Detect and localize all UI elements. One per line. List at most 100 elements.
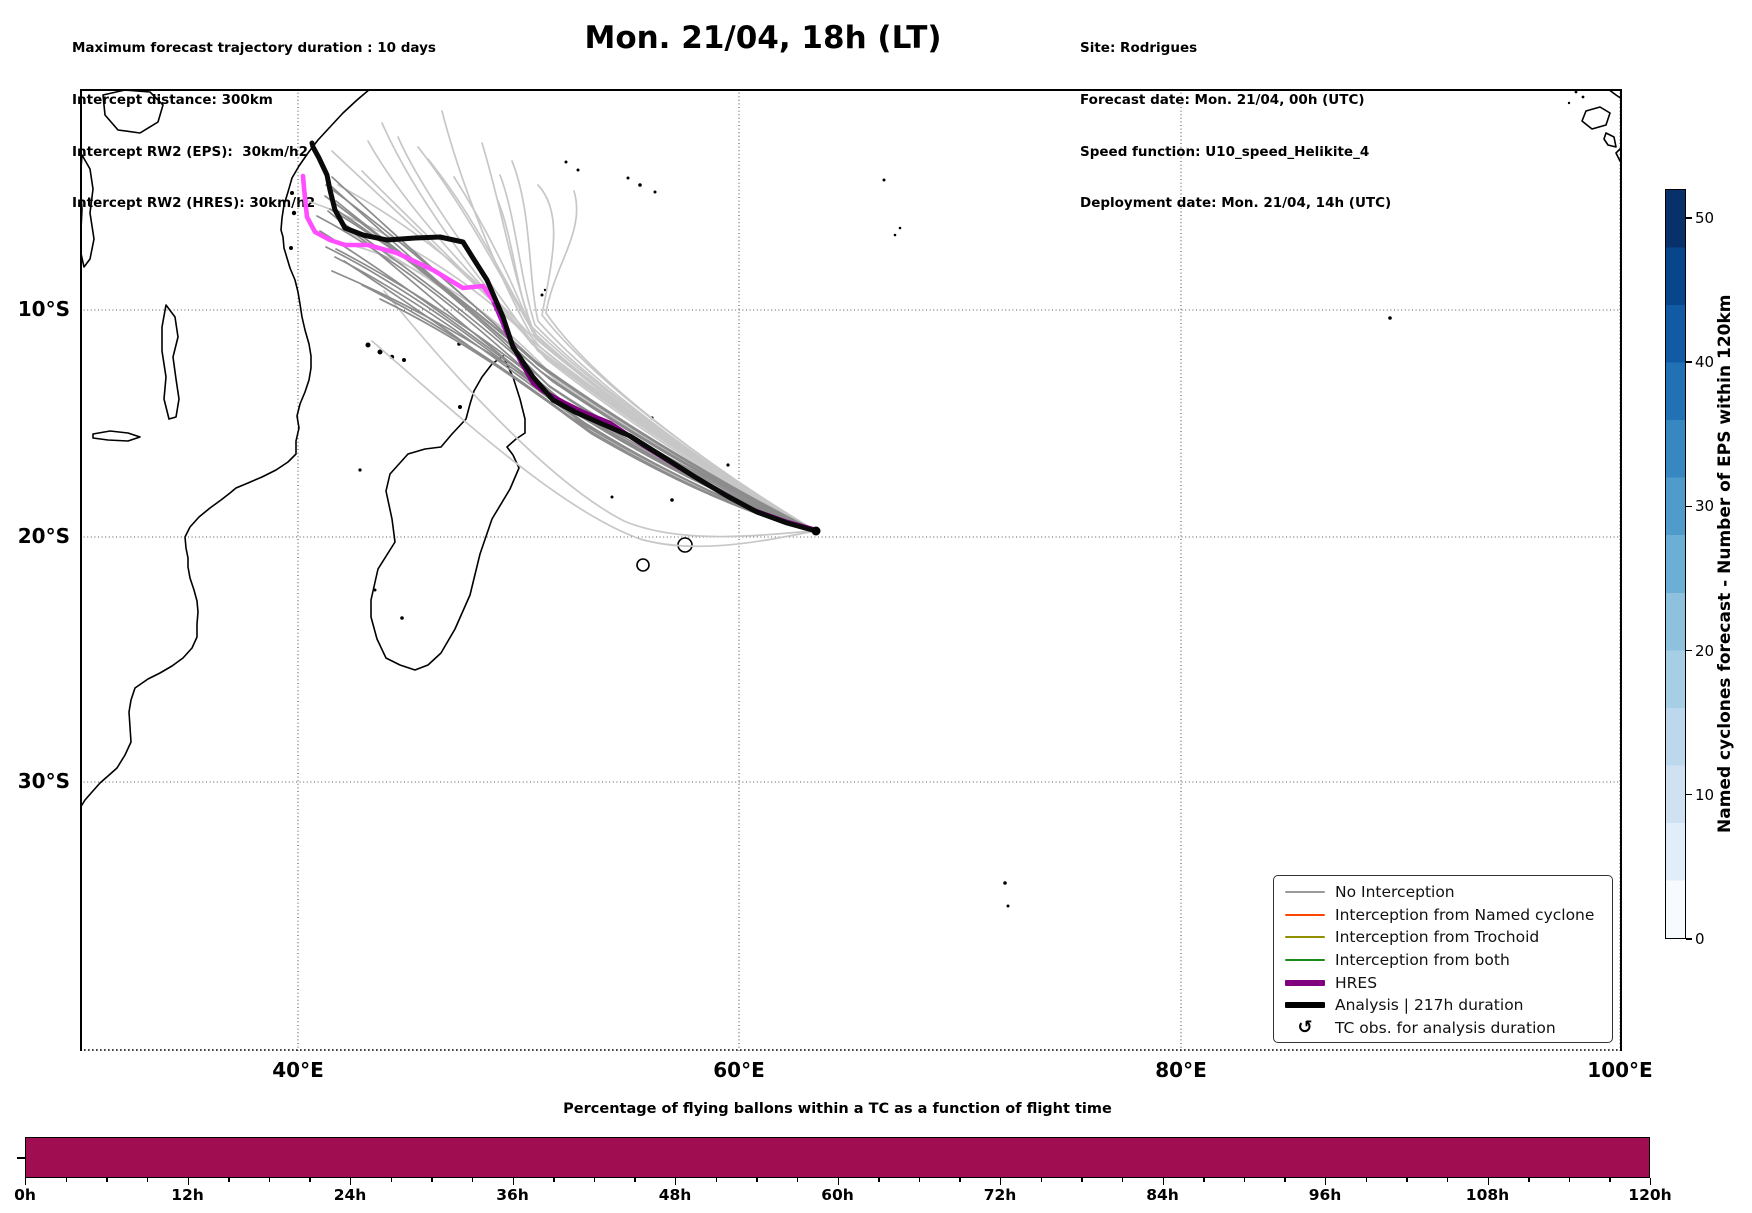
flight-time-tick [1406, 1178, 1408, 1182]
flight-time-tick [675, 1178, 677, 1185]
flight-time-tick [553, 1178, 555, 1182]
x-axis-tick-label: 80°E [1155, 1058, 1207, 1082]
flight-time-tick [1487, 1178, 1489, 1185]
flight-time-tick [309, 1178, 311, 1182]
flight-time-tick [65, 1178, 68, 1182]
flight-time-tick [1446, 1178, 1449, 1182]
legend-label: Interception from Named cyclone [1335, 905, 1595, 924]
legend-label: Interception from Trochoid [1335, 928, 1540, 947]
flight-time-tick [1568, 1178, 1571, 1182]
flight-time-tick [228, 1178, 230, 1182]
flight-time-tick-label: 108h [1465, 1186, 1510, 1204]
flight-time-tick [1081, 1178, 1083, 1182]
analysis-trajectory [309, 140, 819, 534]
legend-line-sample [1285, 936, 1325, 939]
flight-time-tick [471, 1178, 474, 1182]
flight-time-tick [1121, 1178, 1124, 1182]
colorbar-tick-label: 10 [1695, 785, 1715, 804]
colorbar-tick-label: 50 [1695, 208, 1715, 227]
flight-time-tick [25, 1178, 27, 1185]
coastlines [80, 89, 1622, 908]
flight-time-tick [1609, 1178, 1611, 1182]
y-axis-tick-label: 30°S [17, 769, 70, 793]
header-right-block: Site: Rodrigues Forecast date: Mon. 21/0… [1080, 6, 1391, 247]
flight-time-bar [25, 1137, 1650, 1178]
flight-time-tick-label: 36h [496, 1186, 529, 1204]
flight-time-tick-label: 96h [1308, 1186, 1342, 1204]
legend-box: No Interception Interception from Named c… [1273, 875, 1613, 1043]
header-left-line-3: Intercept RW2 (EPS): 30km/h2 [72, 143, 308, 160]
colorbar-tick [1686, 649, 1692, 652]
colorbar-tick [1686, 505, 1692, 507]
flight-time-tick-label: 72h [983, 1186, 1017, 1204]
flight-time-tick [593, 1178, 596, 1182]
flight-time-tick [350, 1178, 352, 1185]
flight-time-tick [634, 1178, 636, 1182]
legend-row-3: Interception from both [1284, 949, 1612, 972]
colorbar-tick [1686, 794, 1692, 796]
flight-time-tick [268, 1178, 271, 1182]
legend-line-sample [1285, 959, 1325, 962]
colorbar-tick-label: 30 [1695, 497, 1715, 516]
header-left-line-2: Intercept distance: 300km [72, 92, 273, 109]
legend-label: Interception from both [1335, 951, 1510, 970]
colorbar-tick [1686, 217, 1692, 219]
flight-time-tick [1650, 1178, 1652, 1185]
flight-time-tick [1284, 1178, 1286, 1182]
eps-trajectories-no-interception-light [307, 110, 817, 548]
colorbar-tick [1686, 938, 1692, 940]
legend-line-sample [1285, 1002, 1325, 1009]
flight-time-tick [756, 1178, 758, 1182]
x-axis-tick-label: 100°E [1587, 1058, 1653, 1082]
flight-time-tick [796, 1178, 799, 1182]
flight-time-y-tick [17, 1157, 25, 1159]
legend-row-1: Interception from Named cyclone [1284, 904, 1612, 927]
colorbar-tick-label: 40 [1695, 353, 1715, 372]
legend-line-sample [1285, 891, 1325, 894]
flight-time-tick [918, 1178, 921, 1182]
x-axis-tick-label: 40°E [272, 1058, 324, 1082]
colorbar-label: Named cyclones forecast - Number of EPS … [1715, 294, 1735, 834]
x-axis-tick-label: 60°E [713, 1058, 765, 1082]
legend-label: HRES [1335, 973, 1378, 992]
y-axis-tick-label: 10°S [17, 297, 70, 321]
flight-time-tick-label: 48h [658, 1186, 692, 1204]
flight-time-tick-label: 0h [14, 1186, 36, 1204]
flight-time-tick [1162, 1178, 1164, 1185]
legend-label: No Interception [1335, 883, 1455, 902]
flight-time-tick [390, 1178, 393, 1182]
flight-time-tick [837, 1178, 839, 1185]
colorbar-tick [1686, 361, 1692, 363]
flight-time-tick-label: 120h [1628, 1186, 1672, 1204]
tc-cyclone-icon: ↺ [1297, 1016, 1313, 1038]
flight-time-tick-label: 12h [171, 1186, 204, 1204]
legend-line-sample [1285, 913, 1325, 916]
header-left-line-4: Intercept RW2 (HRES): 30km/h2 [72, 195, 316, 212]
map-svg [80, 89, 1622, 1051]
flight-time-chart-title: Percentage of flying ballons within a TC… [563, 1101, 1112, 1117]
flight-time-tick [1325, 1178, 1327, 1185]
flight-time-tick [106, 1178, 108, 1182]
legend-row-6: ↺ TC obs. for analysis duration [1284, 1017, 1612, 1040]
colorbar [1665, 189, 1686, 939]
legend-label: TC obs. for analysis duration [1335, 1018, 1556, 1037]
flight-time-tick [1243, 1178, 1246, 1182]
flight-time-tick-label: 24h [333, 1186, 367, 1204]
legend-row-4: HRES [1284, 971, 1612, 994]
header-left-block: Maximum forecast trajectory duration : 1… [72, 6, 436, 247]
flight-time-tick [1000, 1178, 1002, 1185]
page-title: Mon. 21/04, 18h (LT) [584, 20, 942, 56]
legend-row-2: Interception from Trochoid [1284, 926, 1612, 949]
header-right-line-4: Deployment date: Mon. 21/04, 14h (UTC) [1080, 195, 1392, 212]
flight-time-tick [1365, 1178, 1368, 1182]
header-right-line-1: Site: Rodrigues [1080, 40, 1198, 57]
colorbar-tick-label: 0 [1695, 930, 1705, 948]
flight-time-tick [1203, 1178, 1205, 1182]
map-panel [80, 89, 1622, 1051]
header-right-line-2: Forecast date: Mon. 21/04, 00h (UTC) [1080, 92, 1365, 109]
y-axis-tick-label: 20°S [17, 524, 70, 548]
flight-time-tick [512, 1178, 514, 1185]
flight-time-tick [715, 1178, 718, 1182]
site-marker-rodrigues [811, 526, 821, 536]
